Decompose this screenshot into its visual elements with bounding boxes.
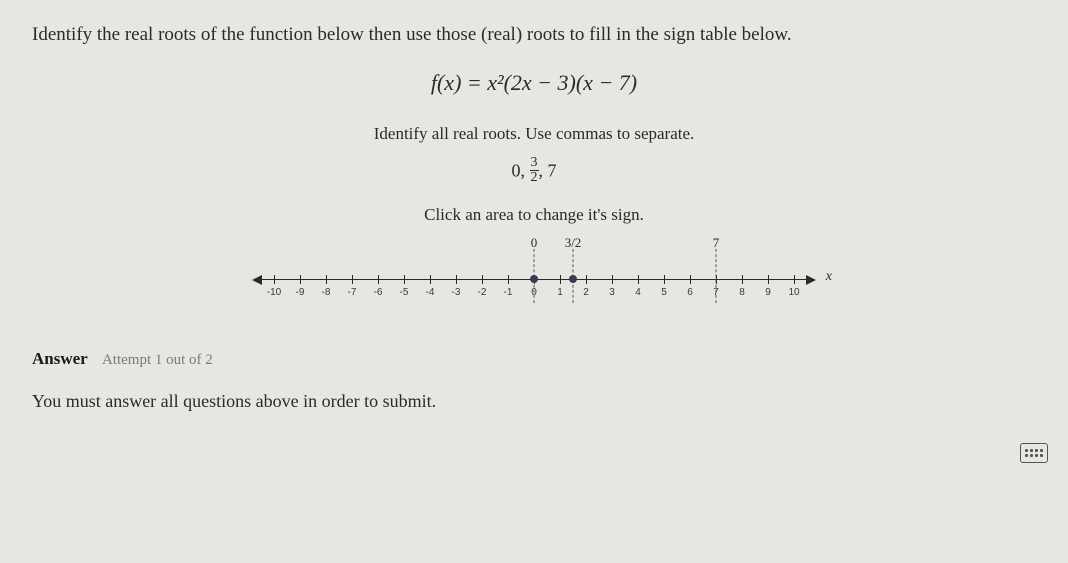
submit-note: You must answer all questions above in o…: [32, 391, 1036, 412]
tick-label: -2: [478, 287, 487, 298]
tick-label: 6: [687, 287, 693, 298]
tick-label: -9: [296, 287, 305, 298]
tick-label: -6: [374, 287, 383, 298]
root-label: 7: [713, 235, 720, 251]
axis-container[interactable]: x -10-9-8-7-6-5-4-3-2-101234567891003/27: [254, 239, 814, 309]
tick-label: -4: [426, 287, 435, 298]
tick-label: 1: [557, 287, 563, 298]
function-equation: f(x) = x²(2x − 3)(x − 7): [32, 70, 1036, 96]
tick: [404, 275, 405, 284]
tick: [482, 275, 483, 284]
attempt-counter: Attempt 1 out of 2: [102, 352, 213, 368]
root-label: 0: [531, 235, 538, 251]
tick: [586, 275, 587, 284]
roots-suffix: , 7: [539, 161, 557, 181]
fraction-three-halves: 32: [530, 156, 539, 185]
arrow-right-icon: [806, 275, 816, 285]
tick: [378, 275, 379, 284]
tick: [794, 275, 795, 284]
tick-label: -7: [348, 287, 357, 298]
tick-label: 3: [609, 287, 615, 298]
fraction-denominator: 2: [530, 171, 539, 185]
root-point[interactable]: [569, 275, 577, 283]
tick-label: 5: [661, 287, 667, 298]
keypad-icon[interactable]: [1020, 443, 1048, 463]
tick: [612, 275, 613, 284]
equation-text: f(x) = x²(2x − 3)(x − 7): [431, 70, 637, 95]
root-label: 3/2: [565, 235, 582, 251]
root-point[interactable]: [530, 275, 538, 283]
roots-prefix: 0,: [512, 161, 530, 181]
tick: [560, 275, 561, 284]
question-prompt: Identify the real roots of the function …: [32, 24, 1036, 46]
sign-instruction: Click an area to change it's sign.: [32, 205, 1036, 225]
number-line[interactable]: x -10-9-8-7-6-5-4-3-2-101234567891003/27: [32, 239, 1036, 309]
tick: [326, 275, 327, 284]
tick: [274, 275, 275, 284]
tick-label: -3: [452, 287, 461, 298]
tick-label: 2: [583, 287, 589, 298]
tick: [742, 275, 743, 284]
tick: [638, 275, 639, 284]
tick: [456, 275, 457, 284]
root-guideline: [716, 249, 717, 303]
tick-label: -8: [322, 287, 331, 298]
tick: [768, 275, 769, 284]
fraction-numerator: 3: [530, 156, 539, 171]
tick: [690, 275, 691, 284]
tick-label: 8: [739, 287, 745, 298]
tick: [430, 275, 431, 284]
arrow-left-icon: [252, 275, 262, 285]
roots-answer-display[interactable]: 0, 32, 7: [32, 158, 1036, 187]
tick: [300, 275, 301, 284]
roots-instruction: Identify all real roots. Use commas to s…: [32, 124, 1036, 144]
tick-label: -1: [504, 287, 513, 298]
answer-label: Answer: [32, 349, 88, 368]
tick-label: -10: [267, 287, 281, 298]
x-axis-label: x: [826, 269, 832, 285]
tick: [352, 275, 353, 284]
tick: [508, 275, 509, 284]
tick-label: 10: [788, 287, 799, 298]
answer-row: Answer Attempt 1 out of 2: [32, 349, 1036, 369]
tick-label: -5: [400, 287, 409, 298]
tick: [664, 275, 665, 284]
tick-label: 9: [765, 287, 771, 298]
tick-label: 4: [635, 287, 641, 298]
